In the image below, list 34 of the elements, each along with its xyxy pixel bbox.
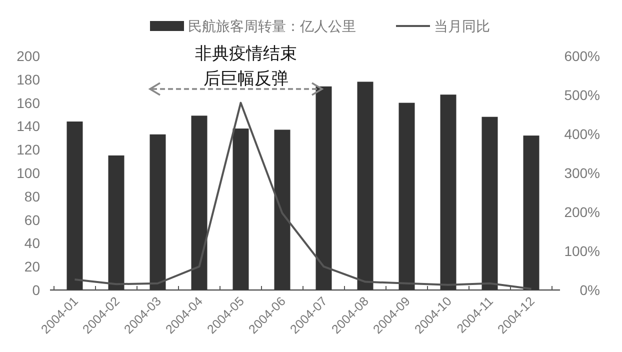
legend-label: 当月同比 — [434, 18, 490, 34]
y2-tick-label: 400% — [564, 126, 600, 142]
y2-tick-label: 0% — [580, 282, 600, 298]
legend-label: 民航旅客周转量：亿人公里 — [188, 18, 356, 34]
bar — [357, 82, 374, 290]
bar — [66, 122, 83, 290]
bar — [398, 102, 415, 290]
y2-tick-label: 100% — [564, 243, 600, 259]
y-tick-label: 140 — [16, 118, 40, 134]
y2-tick-label: 500% — [564, 87, 600, 103]
bar — [440, 94, 456, 290]
bar — [191, 116, 208, 290]
bar — [316, 86, 332, 290]
y2-tick-label: 600% — [564, 48, 600, 64]
bar — [108, 155, 124, 290]
y-tick-label: 200 — [16, 48, 40, 64]
y-tick-label: 100 — [16, 165, 40, 181]
y-tick-label: 120 — [16, 142, 40, 158]
y-tick-label: 0 — [32, 282, 40, 298]
y-tick-label: 80 — [24, 188, 40, 204]
annotation: 后巨幅反弹 — [204, 69, 288, 88]
bar — [274, 130, 290, 290]
bar — [150, 134, 166, 290]
y-tick-label: 40 — [24, 235, 40, 252]
bar — [482, 116, 498, 290]
bar — [232, 128, 249, 290]
y-tick-label: 20 — [24, 258, 40, 275]
annotation: 非典疫情结束 — [195, 44, 297, 63]
y2-tick-label: 200% — [564, 204, 600, 220]
y2-tick-label: 300% — [564, 165, 600, 181]
y-tick-label: 180 — [16, 71, 40, 88]
bar — [523, 136, 540, 290]
y-tick-label: 160 — [16, 94, 40, 111]
y-tick-label: 60 — [24, 212, 40, 228]
